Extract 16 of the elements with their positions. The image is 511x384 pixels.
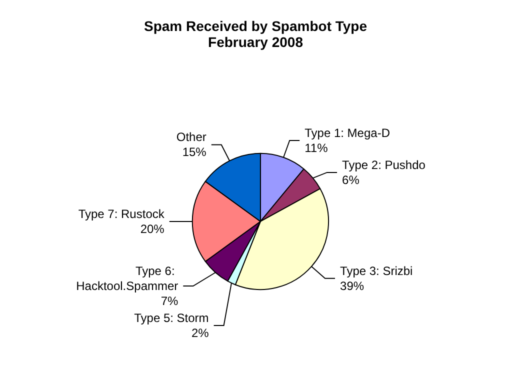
slice-label: Type 6: Hacktool.Spammer (76, 264, 178, 294)
data-label: 15% (182, 145, 207, 160)
slice-label: Type 1: Mega-D (304, 126, 390, 140)
slice-label: Other (176, 130, 206, 144)
data-label: 6% (342, 172, 360, 187)
data-label: 11% (304, 140, 328, 155)
data-label: 20% (140, 222, 165, 236)
data-label: 39% (340, 278, 364, 293)
slice-label: Type 2: Pushdo (342, 158, 426, 172)
data-label: 2% (191, 326, 210, 340)
data-label: 7% (160, 294, 178, 308)
chart-title: Spam Received by Spambot Type (144, 18, 368, 34)
chart-subtitle: February 2008 (208, 34, 304, 50)
slice-label: Type 5: Storm (134, 311, 209, 326)
slice-label: Type 7: Rustock (78, 206, 166, 221)
slice-label: Type 3: Srizbi (340, 264, 413, 278)
